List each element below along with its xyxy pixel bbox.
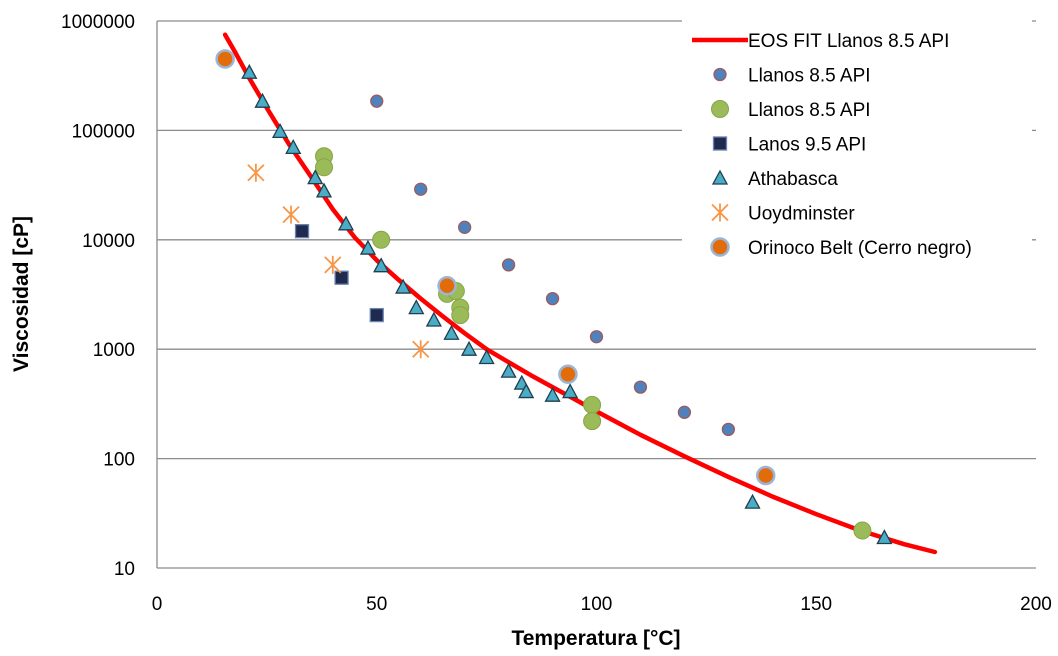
- data-point: [247, 163, 265, 182]
- data-point: [710, 237, 730, 257]
- data-point: [460, 340, 478, 356]
- x-tick-label: 100: [581, 594, 613, 615]
- data-point: [359, 239, 377, 255]
- data-point: [372, 230, 391, 249]
- data-point: [744, 493, 761, 509]
- x-axis-title: Temperatura [°C]: [511, 627, 680, 650]
- series-points: [294, 223, 384, 323]
- data-point: [712, 136, 728, 151]
- data-point: [755, 465, 776, 486]
- data-point: [633, 380, 648, 394]
- x-tick-label: 200: [1020, 594, 1052, 615]
- data-point: [369, 307, 384, 323]
- y-tick-label: 1000: [93, 340, 135, 361]
- y-tick-label: 10000: [82, 231, 135, 252]
- y-axis-title: Viscosidad [cP]: [10, 216, 33, 372]
- data-point: [713, 67, 727, 82]
- series-points: [241, 63, 893, 545]
- data-point: [583, 395, 602, 414]
- y-tick-label: 1000000: [61, 12, 135, 33]
- legend: EOS FIT Llanos 8.5 API Llanos 8.5 API Llan…: [682, 20, 1032, 272]
- series-points: [370, 94, 735, 437]
- data-point: [414, 182, 428, 196]
- data-point: [334, 270, 349, 285]
- data-point: [451, 306, 470, 325]
- legend-background: [682, 20, 1032, 272]
- data-point: [500, 362, 517, 378]
- x-tick-label: 50: [366, 594, 387, 615]
- data-point: [457, 220, 472, 234]
- data-point: [412, 340, 430, 359]
- legend-label: EOS FIT Llanos 8.5 API: [748, 31, 949, 52]
- data-point: [721, 422, 735, 437]
- legend-label: Orinoco Belt (Cerro negro): [748, 238, 972, 259]
- data-point: [711, 203, 729, 222]
- legend-label: Llanos 8.5 API: [748, 100, 871, 121]
- data-point: [711, 169, 729, 185]
- data-point: [425, 311, 442, 327]
- legend-label: Uoydminster: [748, 204, 855, 225]
- data-point: [589, 330, 604, 344]
- axes: [156, 21, 1036, 569]
- y-tick-label: 100000: [72, 121, 135, 142]
- data-point: [853, 521, 872, 540]
- data-point: [876, 529, 893, 545]
- data-point: [324, 255, 342, 274]
- data-point: [282, 205, 300, 224]
- legend-label: Lanos 9.5 API: [748, 135, 866, 156]
- data-point: [285, 138, 302, 154]
- y-tick-label: 100: [103, 450, 135, 471]
- data-point: [677, 405, 692, 419]
- data-point: [254, 92, 271, 108]
- data-point: [544, 386, 561, 402]
- data-point: [315, 158, 334, 177]
- series-points: [215, 49, 776, 486]
- data-point: [337, 215, 355, 231]
- data-point: [711, 100, 729, 118]
- data-point: [545, 291, 560, 306]
- data-point: [241, 63, 258, 79]
- data-point: [562, 383, 579, 399]
- data-point: [215, 49, 235, 69]
- x-tick-label: 0: [152, 594, 163, 615]
- data-point: [583, 412, 602, 431]
- data-point: [373, 257, 390, 273]
- data-point: [370, 94, 384, 108]
- series-points: [247, 163, 430, 359]
- data-point: [271, 122, 289, 139]
- data-point: [315, 182, 333, 198]
- x-tick-labels: 0 50 100 150 200: [152, 594, 1052, 615]
- data-point: [478, 349, 495, 365]
- data-point: [501, 258, 516, 272]
- data-point: [518, 383, 535, 399]
- data-point: [395, 278, 412, 294]
- y-tick-labels: 10 100 1000 10000 100000 1000000: [61, 12, 135, 580]
- legend-label: Athabasca: [748, 169, 838, 190]
- x-tick-label: 150: [800, 594, 832, 615]
- data-point: [408, 299, 425, 315]
- data-point: [307, 169, 324, 185]
- data-point: [294, 223, 310, 239]
- data-point: [437, 276, 457, 296]
- legend-label: Llanos 8.5 API: [748, 66, 871, 87]
- series-layer: [215, 32, 938, 555]
- data-point: [558, 364, 578, 385]
- y-tick-label: 10: [114, 559, 135, 580]
- data-point: [443, 324, 460, 340]
